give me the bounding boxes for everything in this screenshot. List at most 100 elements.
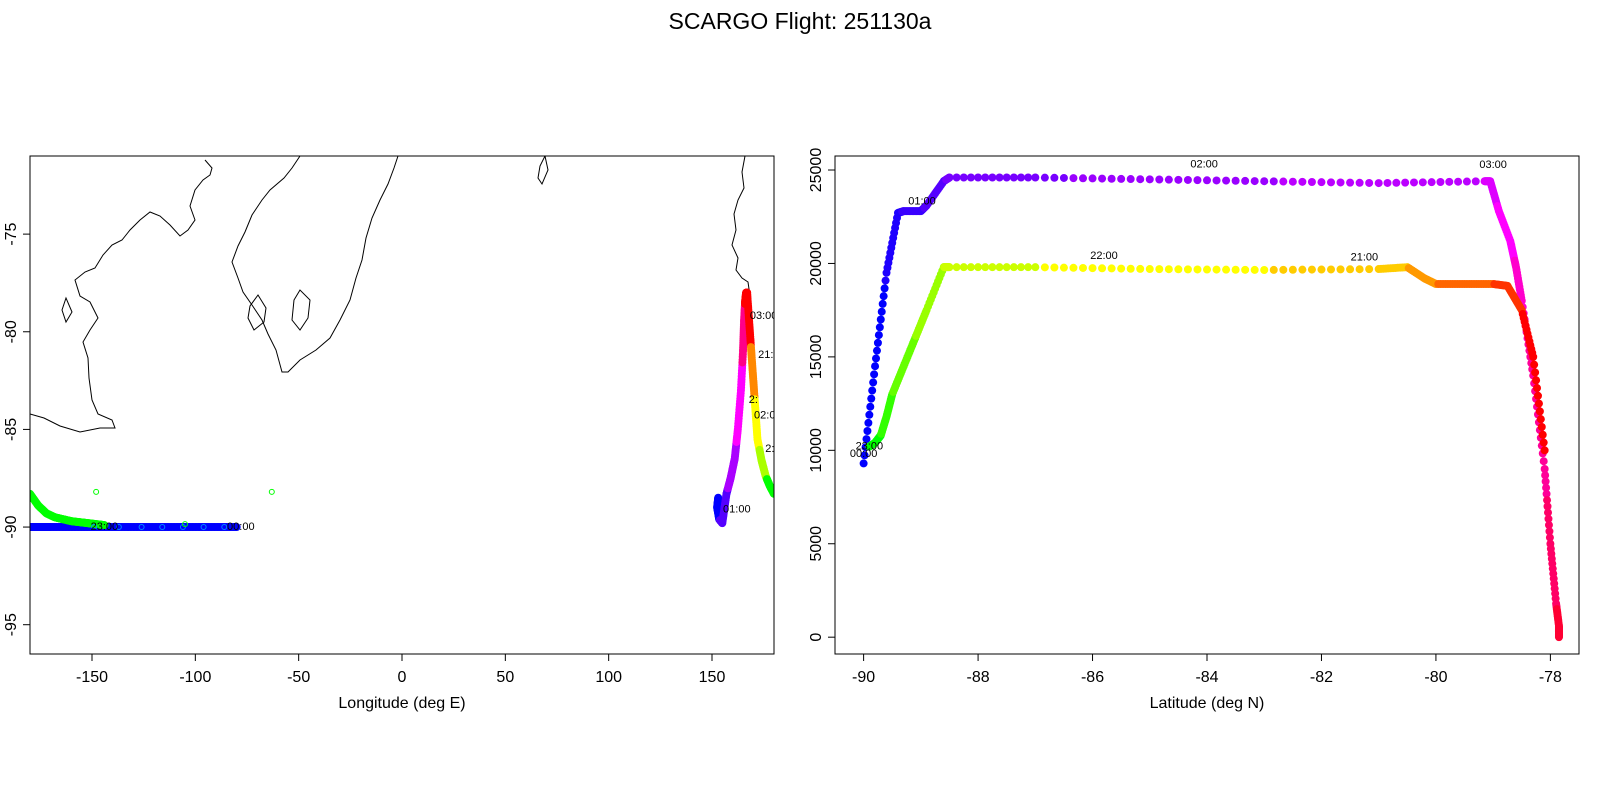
right-series-0-point-96 [945,173,954,182]
coastline-transantarctic [731,156,751,297]
right-series-1-point-118 [1017,263,1025,272]
left-ytick-label-1: -80 [3,320,20,343]
right-series-1-point-117 [1009,263,1018,272]
right-series-0-point-139 [1327,178,1335,187]
right-axes: -90 -88 -86 -84 -82 -80 -78 0 5000 10000 15000 2000… [808,148,1562,686]
right-xlabel: Latitude (deg N) [1150,695,1265,712]
figure-title: SCARGO Flight: 251130a [668,8,932,34]
right-series-0-point-122 [1164,175,1173,184]
left-ytick-label-4: -95 [3,613,20,636]
left-ytick-label-2: -85 [3,418,20,441]
right-series-1-point-108 [945,263,954,272]
right-series-0-point-154 [1462,177,1471,186]
right-series-1-point-122 [1050,263,1059,272]
left-track-open-point-2 [138,524,145,531]
coastline-island-2 [291,289,311,331]
right-series-0-point-288 [1554,633,1563,642]
right-series-0-point-106 [1017,173,1025,182]
right-series-0-point-142 [1355,178,1364,187]
right-series-0-point-246 [1543,502,1552,511]
right-series-0-point-137 [1307,178,1316,187]
right-series-1-point-144 [1260,265,1269,274]
right-series-1-point-142 [1241,265,1250,274]
right-series-0-point-102 [988,173,997,182]
right-series-1-point-115 [995,263,1004,272]
right-series-1-point-143 [1250,265,1259,274]
right-series-0-point-118 [1126,175,1135,184]
right-series-1-point-114 [988,263,997,272]
coastline-ellsworth [231,156,399,373]
left-plot-frame [29,155,775,655]
right-series-0-point-105 [1009,173,1018,182]
right-series-0-point-126 [1203,176,1211,185]
right-series-0-point-112 [1069,174,1078,183]
right-series-0-point-116 [1107,174,1116,183]
right-series-0-point-14 [872,346,881,355]
right-series-1-point-147 [1288,265,1297,274]
left-xtick-label-6: 150 [699,669,726,686]
left-xtick-label-5: 100 [595,669,622,686]
right-series-1-point-121 [1040,263,1049,272]
right-ytick-label-0: 0 [808,633,825,642]
right-series-1-point-257 [1533,391,1542,400]
left-time-label-5: 21: [758,349,773,361]
right-series-0-point-99 [966,173,975,182]
right-series-0-point-21 [879,292,888,301]
right-series-0-point-97 [952,173,961,182]
left-track-open-point-3 [159,524,166,531]
right-series-0-point-249 [1544,521,1553,530]
left-isolated-point-point-1 [268,488,275,495]
left-xtick-label-3: 0 [398,669,407,686]
right-series-1-point-155 [1365,265,1374,274]
right-series-0-point-152 [1445,177,1454,186]
left-xtick-label-0: -150 [76,669,108,686]
right-series-1-point-258 [1534,399,1543,408]
right-series-1-point-125 [1079,263,1087,272]
right-series-1-point-129 [1117,264,1126,273]
right-series-0-point-247 [1544,508,1552,517]
right-series-0-point-119 [1136,175,1145,184]
right-series-1-point-111 [966,263,975,272]
right-series-1-point-138 [1203,265,1211,274]
left-track-green-point-126 [100,521,109,530]
right-series-0-point-146 [1392,178,1401,187]
right-series-1-point-126 [1088,264,1097,273]
right-series-1-point-134 [1164,265,1173,274]
right-series-0-point-4 [863,427,872,436]
left-time-label-6: 2: [749,394,758,406]
right-series-0-point-129 [1231,176,1240,185]
right-time-label-3: 02:00 [1190,158,1218,170]
right-time-label-4: 03:00 [1479,159,1507,171]
right-series-1-point-152 [1336,265,1345,274]
right-series-0-point-136 [1298,177,1307,186]
right-series-0-point-131 [1250,177,1259,186]
right-series-0-point-3 [862,435,871,444]
right-series-0-point-244 [1542,489,1551,498]
right-series-1-point-124 [1069,263,1078,272]
right-series-0-point-149 [1418,178,1427,187]
coastline-island-1 [247,294,267,331]
right-series-0-point-107 [1024,173,1033,182]
right-series-0-point-0 [859,459,868,468]
right-series-0-point-7 [866,402,875,411]
right-series-0-point-16 [874,331,883,340]
right-series-0-point-17 [875,323,884,332]
right-time-label-1: 23:00 [856,440,884,452]
left-time-label-1: 00:00 [227,521,255,533]
left-xtick-label-2: -50 [287,669,310,686]
right-series-0-point-140 [1336,178,1345,187]
right-series-0-point-19 [877,307,886,316]
right-series-0-point-141 [1346,178,1355,187]
right-series-1-point-112 [974,263,983,272]
right-xtick-label-5: -80 [1424,669,1447,686]
right-xtick-label-3: -84 [1195,669,1218,686]
right-series-0-point-120 [1145,175,1154,184]
left-time-label-4: 03:00 [750,310,778,322]
right-series-0-point-23 [881,276,890,285]
right-series-0-point-125 [1193,176,1202,185]
right-series-1-point-259 [1535,407,1544,416]
right-series-0-point-240 [1540,465,1549,474]
